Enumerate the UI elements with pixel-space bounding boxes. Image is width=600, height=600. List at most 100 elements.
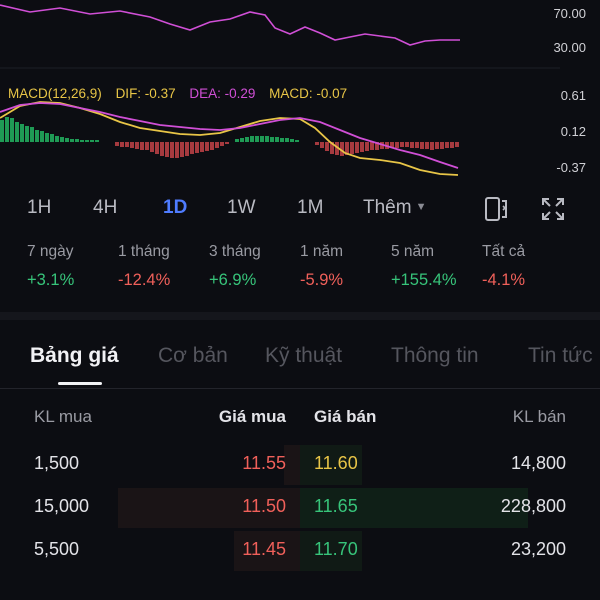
rsi-axis-high: 70.00 xyxy=(553,6,586,21)
period-1m[interactable]: 1 tháng -12.4% xyxy=(118,243,170,290)
period-label: 1 năm xyxy=(300,243,344,260)
period-value: -4.1% xyxy=(482,271,526,289)
ask-price: 11.60 xyxy=(314,453,358,473)
hist-bar xyxy=(445,142,449,148)
hist-bar xyxy=(30,127,34,142)
hist-bar xyxy=(25,126,29,142)
period-label: 3 tháng xyxy=(209,243,261,260)
chart-layout-icon-svg xyxy=(485,197,507,221)
hist-bar xyxy=(375,142,379,150)
hist-bar xyxy=(370,142,374,150)
period-7d[interactable]: 7 ngày +3.1% xyxy=(27,243,74,290)
active-tab-indicator xyxy=(58,382,102,385)
hist-bar xyxy=(450,142,454,148)
hist-bar xyxy=(185,142,189,156)
ask-volume: 23,200 xyxy=(510,539,566,559)
macd-value: MACD: -0.07 xyxy=(269,86,348,101)
hist-bar xyxy=(75,139,79,142)
hist-bar xyxy=(455,142,459,147)
timeframe-more-button[interactable]: Thêm ▼ xyxy=(363,197,426,219)
tab-technical[interactable]: Kỹ thuật xyxy=(265,344,343,367)
hist-bar xyxy=(35,130,39,142)
period-label: 1 tháng xyxy=(118,243,170,260)
hist-bar xyxy=(155,142,159,154)
hist-bar xyxy=(225,142,229,144)
timeframe-1m[interactable]: 1M xyxy=(297,197,324,218)
period-value: +3.1% xyxy=(27,271,75,289)
timeframe-1h[interactable]: 1H xyxy=(27,197,52,218)
tab-info[interactable]: Thông tin xyxy=(391,344,479,367)
order-book-row[interactable]: 5,500 11.45 11.70 23,200 xyxy=(0,531,600,571)
timeframe-more-label: Thêm xyxy=(363,197,412,218)
bid-volume: 5,500 xyxy=(34,539,80,559)
bid-depth-bar xyxy=(234,531,300,571)
ask-volume: 228,800 xyxy=(500,496,566,516)
hist-bar xyxy=(390,142,394,148)
ask-depth-bar xyxy=(300,488,528,528)
period-3m[interactable]: 3 tháng +6.9% xyxy=(209,243,261,290)
rsi-line xyxy=(0,4,460,46)
hist-bar xyxy=(345,142,349,155)
hist-bar xyxy=(245,137,249,142)
hist-bar xyxy=(355,142,359,153)
hist-bar xyxy=(250,136,254,142)
tab-fundamentals[interactable]: Cơ bản xyxy=(158,344,228,367)
period-1y[interactable]: 1 năm -5.9% xyxy=(300,243,343,290)
period-label: 7 ngày xyxy=(27,243,74,260)
bid-volume: 1,500 xyxy=(34,453,80,473)
detail-tabs: Bảng giá Cơ bản Kỹ thuật Thông tin Tin t… xyxy=(0,320,600,389)
hist-bar xyxy=(80,140,84,142)
bid-price: 11.45 xyxy=(242,539,286,559)
hist-bar xyxy=(95,140,99,142)
hist-bar xyxy=(210,142,214,150)
hist-bar xyxy=(180,142,184,157)
chart-area[interactable]: 70.00 30.00 0.61 0.12 -0.37 MACD(12,26,9… xyxy=(0,0,600,185)
timeframe-1w[interactable]: 1W xyxy=(227,197,256,218)
period-label: 5 năm xyxy=(391,243,435,260)
hist-bar xyxy=(275,137,279,142)
hist-bar xyxy=(135,142,139,149)
order-book-row[interactable]: 15,000 11.50 11.65 228,800 xyxy=(0,488,600,528)
hist-bar xyxy=(240,138,244,142)
hist-bar xyxy=(435,142,439,149)
hist-bar xyxy=(190,142,194,154)
hist-bar xyxy=(365,142,369,151)
timeframe-4h[interactable]: 4H xyxy=(93,197,118,218)
order-book-row[interactable]: 1,500 11.55 11.60 14,800 xyxy=(0,445,600,485)
hist-bar xyxy=(130,142,134,148)
caret-down-icon: ▼ xyxy=(415,201,427,213)
chart-layout-icon[interactable] xyxy=(482,195,510,223)
period-value: -12.4% xyxy=(118,271,171,289)
hist-bar xyxy=(340,142,344,156)
timeframe-1d[interactable]: 1D xyxy=(163,197,188,218)
fullscreen-icon[interactable] xyxy=(539,195,567,223)
hist-bar xyxy=(170,142,174,158)
ask-price: 11.70 xyxy=(314,539,358,559)
macd-legend: MACD(12,26,9) DIF: -0.37 DEA: -0.29 MACD… xyxy=(8,86,357,101)
period-5y[interactable]: 5 năm +155.4% xyxy=(391,243,457,290)
hist-bar xyxy=(205,142,209,151)
hist-bar xyxy=(405,142,409,147)
hist-bar xyxy=(0,120,4,142)
tab-news[interactable]: Tin tức xyxy=(528,344,593,367)
hist-bar xyxy=(255,136,259,142)
period-value: -5.9% xyxy=(300,271,344,289)
hist-bar xyxy=(65,138,69,142)
period-all[interactable]: Tất cả -4.1% xyxy=(482,243,525,290)
hist-bar xyxy=(265,136,269,142)
header-bid-volume: KL mua xyxy=(34,407,92,426)
chart-svg xyxy=(0,4,560,176)
header-ask-price: Giá bán xyxy=(314,407,377,426)
hist-bar xyxy=(395,142,399,148)
hist-bar xyxy=(115,142,119,146)
bid-price: 11.55 xyxy=(242,453,286,473)
hist-bar xyxy=(360,142,364,152)
dea-line xyxy=(0,102,459,169)
hist-bar xyxy=(20,124,24,142)
hist-bar xyxy=(165,142,169,157)
hist-bar xyxy=(55,136,59,142)
hist-bar xyxy=(440,142,444,149)
tab-price-board[interactable]: Bảng giá xyxy=(30,344,119,367)
hist-bar xyxy=(160,142,164,156)
hist-bar xyxy=(420,142,424,149)
